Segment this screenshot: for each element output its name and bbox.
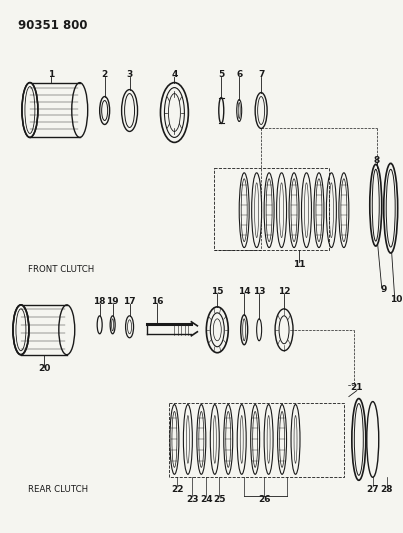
Text: 7: 7 (258, 70, 264, 79)
Text: 9: 9 (380, 286, 387, 294)
Text: 2: 2 (102, 70, 108, 79)
Text: 26: 26 (258, 495, 270, 504)
Text: 18: 18 (93, 297, 106, 306)
Text: 21: 21 (351, 383, 363, 392)
Text: 8: 8 (374, 156, 380, 165)
Bar (169, 402, 344, 478)
Text: 4: 4 (171, 70, 178, 79)
Text: 12: 12 (278, 287, 290, 296)
Text: 13: 13 (253, 287, 266, 296)
Text: 19: 19 (106, 297, 119, 306)
Text: 16: 16 (151, 297, 164, 306)
Text: 28: 28 (380, 484, 393, 494)
Text: 10: 10 (391, 295, 403, 304)
Ellipse shape (13, 305, 29, 354)
Text: 14: 14 (238, 287, 251, 296)
Text: REAR CLUTCH: REAR CLUTCH (28, 484, 88, 494)
Text: 90351 800: 90351 800 (18, 19, 87, 32)
Text: 27: 27 (366, 484, 379, 494)
Text: 22: 22 (171, 484, 184, 494)
Text: 15: 15 (211, 287, 224, 296)
Text: 1: 1 (48, 70, 54, 79)
Text: FRONT CLUTCH: FRONT CLUTCH (28, 265, 94, 274)
Text: 24: 24 (200, 495, 213, 504)
Text: 17: 17 (123, 297, 136, 306)
Ellipse shape (22, 83, 38, 138)
Ellipse shape (16, 309, 26, 351)
Text: 25: 25 (213, 495, 226, 504)
Text: 6: 6 (236, 70, 242, 79)
Text: 23: 23 (186, 495, 199, 504)
Bar (214, 168, 329, 250)
Ellipse shape (25, 86, 35, 133)
Text: 3: 3 (127, 70, 133, 79)
Text: 20: 20 (38, 364, 50, 373)
Text: 11: 11 (293, 260, 305, 269)
Text: 5: 5 (218, 70, 224, 79)
